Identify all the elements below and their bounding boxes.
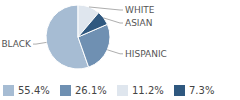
legend-swatch bbox=[3, 85, 14, 96]
pie: BLACK HISPANIC WHITE ASIAN bbox=[1, 5, 166, 69]
legend-label: 11.2% bbox=[132, 85, 164, 96]
slice-label: WHITE bbox=[125, 5, 155, 15]
legend-label: 7.3% bbox=[189, 85, 214, 96]
slice-label: ASIAN bbox=[125, 18, 152, 28]
chart: BLACK HISPANIC WHITE ASIAN 55.4% 26.1% 11.2% 7.… bbox=[0, 0, 240, 100]
leader-line bbox=[107, 50, 123, 54]
legend-swatch bbox=[60, 85, 71, 96]
leader-line bbox=[33, 42, 46, 44]
slice-label: HISPANIC bbox=[125, 49, 167, 59]
leader-line bbox=[89, 7, 123, 10]
slice-label: BLACK bbox=[1, 39, 32, 49]
pie-slice bbox=[78, 13, 107, 37]
legend: 55.4% 26.1% 11.2% 7.3% bbox=[3, 85, 214, 96]
leader-line bbox=[104, 18, 123, 23]
legend-label: 55.4% bbox=[18, 85, 50, 96]
legend-swatch bbox=[117, 85, 128, 96]
legend-swatch bbox=[174, 85, 185, 96]
legend-label: 26.1% bbox=[75, 85, 107, 96]
